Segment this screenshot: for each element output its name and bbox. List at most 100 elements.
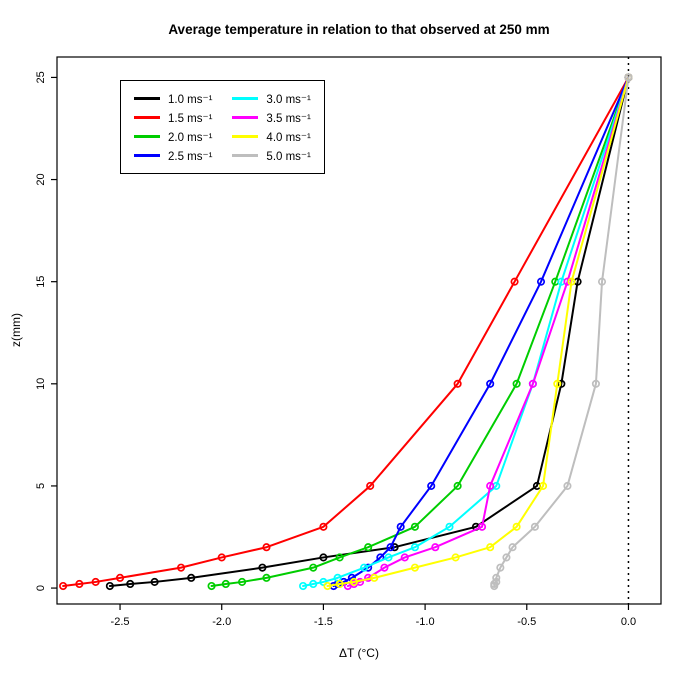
series-marker-7 — [563, 481, 572, 490]
chart-title: Average temperature in relation to that … — [168, 22, 550, 37]
series-marker-7 — [591, 379, 600, 388]
series-marker-5 — [477, 522, 487, 531]
x-tick-label: -2.5 — [111, 616, 130, 628]
series-marker-4 — [299, 581, 308, 591]
series-marker-1 — [510, 277, 519, 286]
series-line-3 — [332, 76, 630, 588]
series-marker-2 — [221, 579, 230, 589]
series-marker-1 — [366, 481, 375, 490]
series-marker-5 — [528, 379, 537, 388]
series-marker-5 — [431, 543, 440, 552]
series-marker-7 — [502, 553, 511, 562]
legend-line-swatch — [232, 116, 259, 119]
series-marker-1 — [453, 379, 462, 388]
series-marker-7 — [508, 543, 517, 552]
series-marker-2 — [512, 379, 521, 388]
x-tick-label: 0.0 — [621, 616, 636, 628]
series-marker-7 — [496, 563, 505, 572]
series-marker-1 — [59, 581, 68, 591]
series-marker-6 — [538, 481, 548, 490]
x-tick-label: -1.0 — [416, 616, 435, 628]
y-tick-label: 0 — [35, 585, 47, 591]
legend-label: 3.0 ms⁻¹ — [266, 93, 311, 106]
legend-line-swatch — [232, 97, 259, 100]
legend-item: 3.0 ms⁻¹ — [232, 92, 311, 106]
series-marker-6 — [335, 579, 344, 589]
legend-line-swatch — [134, 97, 160, 100]
legend-label: 2.5 ms⁻¹ — [168, 150, 213, 163]
legend-label: 1.5 ms⁻¹ — [168, 112, 213, 125]
series-marker-0 — [105, 581, 114, 591]
series-marker-0 — [319, 553, 328, 562]
series-marker-6 — [486, 543, 495, 552]
legend-label: 5.0 ms⁻¹ — [266, 150, 311, 163]
legend-item: 2.5 ms⁻¹ — [134, 149, 212, 163]
series-marker-3 — [427, 481, 436, 490]
series-marker-6 — [349, 577, 358, 586]
series-marker-2 — [262, 573, 271, 582]
series-marker-6 — [451, 553, 460, 562]
y-tick-label: 20 — [35, 173, 47, 185]
legend: 1.0 ms⁻¹ 1.5 ms⁻¹ 2.0 ms⁻¹ 2.5 ms⁻¹ 3.0 ms⁻¹… — [120, 80, 325, 174]
series-marker-2 — [453, 481, 462, 490]
series-marker-2 — [207, 581, 216, 591]
legend-label: 1.0 ms⁻¹ — [168, 93, 213, 106]
series-marker-3 — [486, 379, 495, 388]
series-marker-2 — [238, 577, 247, 586]
series-marker-6 — [410, 563, 419, 572]
x-axis-label: ΔT (°C) — [339, 646, 379, 660]
y-axis-label: z(mm) — [9, 313, 23, 347]
series-marker-1 — [319, 522, 328, 531]
series-marker-0 — [150, 577, 159, 586]
legend-line-swatch — [232, 135, 259, 138]
series-marker-3 — [536, 277, 546, 286]
legend-item: 5.0 ms⁻¹ — [232, 149, 311, 163]
series-marker-1 — [262, 543, 271, 552]
series-line-5 — [346, 76, 630, 588]
series-marker-7 — [597, 277, 607, 286]
series-marker-2 — [364, 543, 373, 552]
series-line-6 — [326, 76, 630, 588]
series-marker-5 — [400, 553, 409, 562]
series-marker-4 — [360, 563, 369, 572]
series-line-4 — [302, 76, 630, 588]
series-marker-2 — [335, 553, 344, 562]
series-marker-4 — [384, 553, 393, 562]
legend-line-swatch — [232, 154, 259, 157]
y-tick-label: 10 — [35, 378, 47, 390]
series-marker-6 — [553, 379, 562, 388]
series-marker-1 — [217, 553, 226, 562]
series-marker-5 — [486, 481, 495, 490]
legend-label: 2.0 ms⁻¹ — [168, 131, 213, 144]
legend-item: 3.5 ms⁻¹ — [232, 111, 311, 125]
series-marker-4 — [445, 522, 454, 531]
legend-item: 1.5 ms⁻¹ — [134, 111, 212, 125]
series-marker-5 — [380, 563, 389, 572]
legend-line-swatch — [134, 116, 160, 119]
y-tick-label: 5 — [35, 483, 47, 489]
x-tick-label: -2.0 — [212, 616, 231, 628]
series-marker-6 — [567, 277, 576, 286]
series-marker-6 — [370, 573, 379, 582]
series-marker-2 — [309, 563, 318, 572]
series-marker-2 — [410, 522, 419, 531]
legend-item: 4.0 ms⁻¹ — [232, 130, 311, 144]
x-tick-label: -0.5 — [517, 616, 536, 628]
series-marker-0 — [126, 579, 135, 589]
series-marker-4 — [410, 543, 419, 552]
series-marker-4 — [309, 579, 318, 589]
plot-frame — [56, 56, 662, 605]
legend-item: 1.0 ms⁻¹ — [134, 92, 212, 106]
series-marker-3 — [386, 543, 395, 552]
legend-label: 3.5 ms⁻¹ — [266, 112, 311, 125]
series-marker-1 — [115, 573, 125, 582]
legend-line-swatch — [134, 135, 160, 138]
series-marker-1 — [177, 563, 186, 572]
legend-line-swatch — [134, 154, 160, 157]
series-marker-7 — [624, 73, 633, 82]
series-line-7 — [493, 76, 630, 588]
series-marker-3 — [396, 522, 405, 531]
series-marker-4 — [319, 577, 328, 586]
